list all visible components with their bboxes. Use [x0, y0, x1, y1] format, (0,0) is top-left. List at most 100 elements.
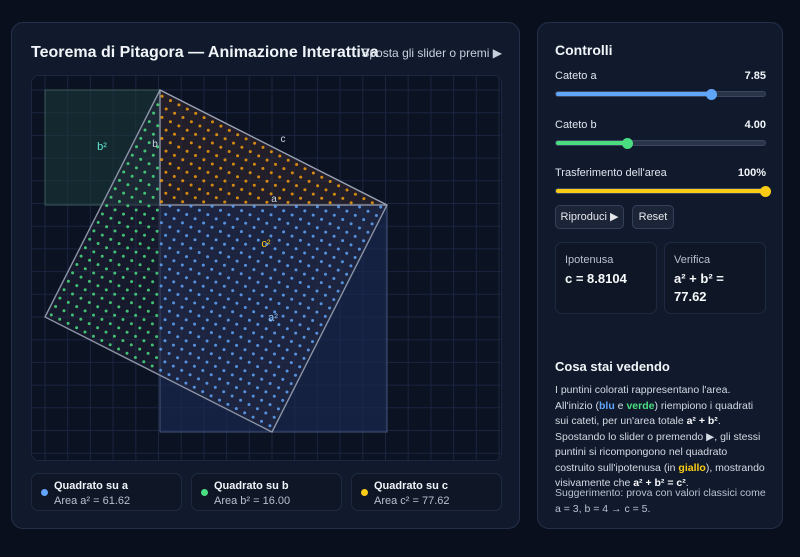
area-dot — [261, 145, 265, 149]
area-dot — [176, 335, 180, 339]
area-dot — [150, 343, 154, 347]
area-dot — [294, 289, 298, 293]
area-dot — [272, 373, 276, 377]
area-dot — [272, 415, 276, 419]
area-dot — [248, 171, 252, 175]
area-dot — [248, 234, 252, 238]
area-dot — [134, 229, 138, 233]
area-dot — [172, 322, 175, 326]
area-dot — [214, 175, 218, 179]
slider-track[interactable] — [555, 186, 771, 197]
slider-thumb[interactable] — [705, 89, 717, 100]
area-dot — [83, 267, 87, 271]
area-dot — [349, 201, 353, 205]
area-dot — [323, 293, 327, 297]
area-dot — [231, 331, 234, 335]
reset-button[interactable]: Reset — [632, 205, 674, 229]
area-dot — [181, 116, 185, 119]
area-dot — [185, 255, 188, 259]
area-dot — [226, 381, 230, 385]
area-dot — [337, 184, 341, 188]
area-dot — [303, 251, 307, 255]
play-button[interactable]: Riproduci ▶ — [555, 205, 624, 229]
area-dot — [143, 212, 147, 216]
area-dot — [285, 348, 289, 352]
card-title: Quadrato su a — [54, 480, 128, 492]
area-dot — [176, 293, 180, 296]
blue-dot-icon — [41, 489, 48, 496]
area-dot — [332, 255, 336, 259]
square-b — [44, 89, 161, 206]
area-dot — [117, 284, 121, 288]
area-dot — [147, 246, 151, 250]
area-dot — [206, 128, 210, 132]
area-dot — [159, 347, 163, 351]
area-dot — [299, 196, 303, 200]
area-dot — [265, 242, 269, 246]
area-dot — [113, 292, 117, 296]
area-dot — [134, 250, 138, 254]
area-dot — [299, 217, 302, 221]
area-dot — [75, 284, 79, 288]
area-dot — [109, 237, 113, 241]
area-dot — [244, 263, 247, 267]
area-dot — [206, 213, 210, 217]
area-dot — [96, 305, 100, 309]
label-a: a — [271, 194, 277, 205]
area-dot — [264, 369, 268, 373]
area-dot — [252, 226, 256, 229]
area-dot — [206, 234, 210, 238]
area-dot — [130, 174, 134, 178]
area-dot — [163, 339, 167, 343]
area-dot — [121, 296, 125, 300]
area-dot — [315, 247, 319, 251]
area-dot — [109, 280, 112, 283]
area-dot — [243, 306, 247, 309]
area-dot — [88, 258, 92, 262]
area-dot — [180, 347, 184, 351]
area-dot — [252, 289, 256, 293]
area-dot — [112, 334, 116, 338]
area-dot — [121, 233, 125, 237]
area-dot — [307, 264, 311, 268]
area-dot — [223, 158, 227, 162]
slider-track[interactable] — [555, 138, 766, 149]
area-dot — [239, 251, 243, 255]
area-dot — [125, 351, 129, 355]
area-dot — [260, 293, 264, 297]
area-dot — [319, 260, 323, 264]
area-dot — [269, 297, 273, 301]
slider-thumb[interactable] — [622, 138, 634, 149]
area-dot — [341, 218, 345, 221]
area-dot — [155, 187, 159, 191]
area-dot — [133, 356, 137, 359]
slider-thumb[interactable] — [760, 186, 771, 197]
slider-track[interactable] — [555, 89, 766, 100]
area-dot — [298, 323, 302, 327]
area-dot — [87, 279, 91, 283]
area-dot — [213, 385, 217, 389]
area-dot — [290, 276, 294, 280]
area-dot — [197, 208, 201, 212]
area-dot — [156, 145, 160, 149]
area-dot — [214, 280, 218, 284]
area-dot — [139, 179, 143, 182]
area-dot — [251, 415, 255, 419]
area-dot — [151, 238, 155, 242]
area-dot — [184, 339, 188, 343]
area-dot — [302, 293, 306, 297]
area-dot — [277, 344, 281, 348]
area-dot — [252, 331, 256, 335]
area-dot — [227, 234, 231, 238]
area-dot — [276, 407, 280, 411]
area-dot — [269, 318, 272, 322]
area-dot — [307, 285, 311, 289]
area-dot — [176, 208, 180, 212]
area-dot — [269, 234, 273, 238]
area-dot — [226, 339, 230, 343]
area-dot — [180, 305, 184, 309]
area-dot — [184, 360, 188, 364]
area-dot — [117, 305, 121, 309]
area-dot — [345, 230, 349, 234]
verify-number: 77.62 — [674, 289, 707, 304]
